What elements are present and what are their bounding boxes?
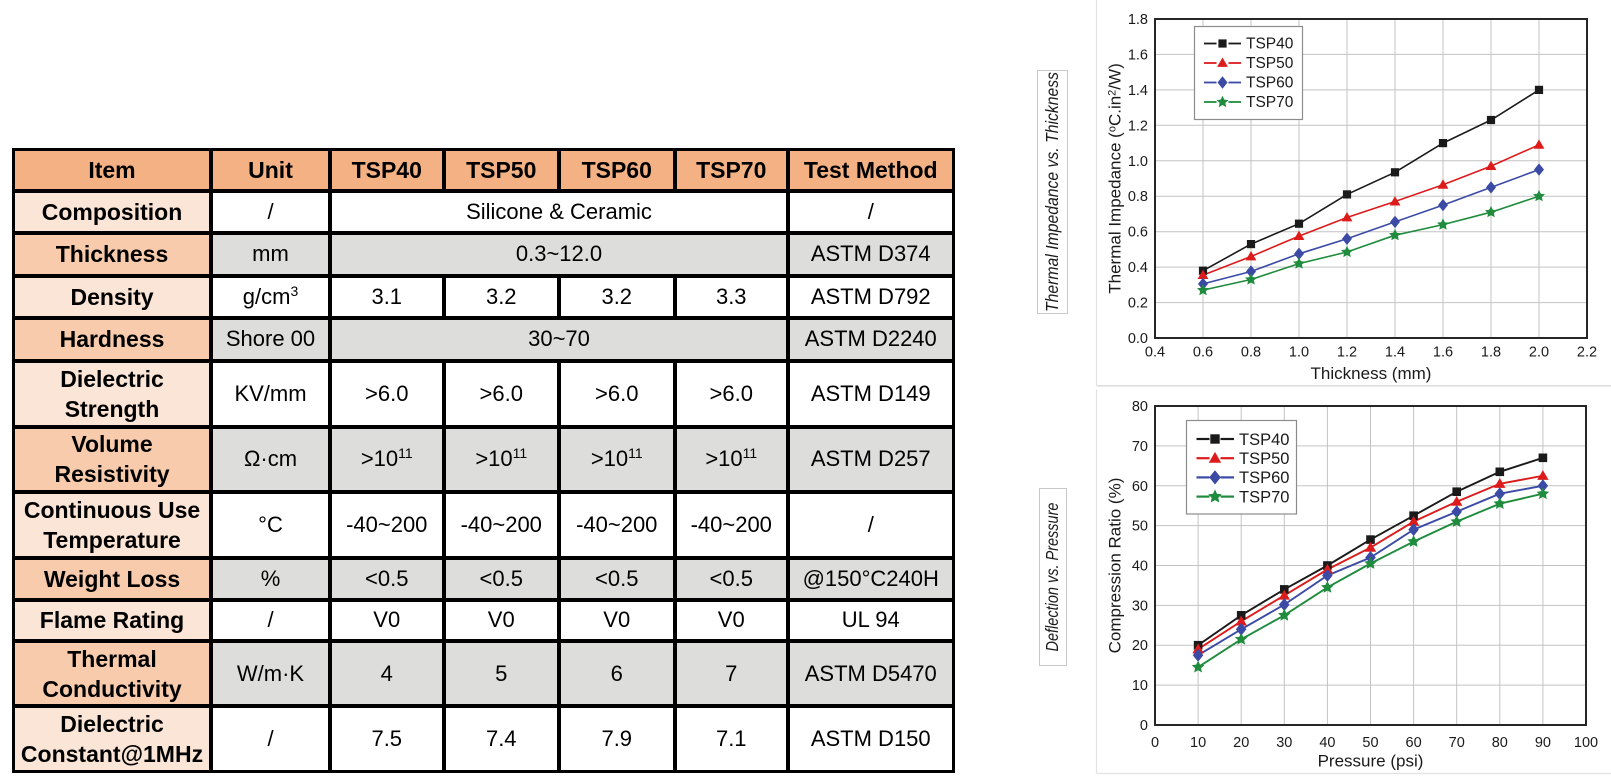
svg-text:100: 100	[1574, 735, 1598, 751]
svg-text:Thermal Impedance (oC.in2/W): Thermal Impedance (oC.in2/W)	[1106, 63, 1125, 294]
svg-text:0.4: 0.4	[1128, 260, 1148, 276]
svg-text:TSP70: TSP70	[1246, 94, 1294, 111]
svg-text:TSP70: TSP70	[1239, 488, 1289, 506]
svg-text:60: 60	[1132, 479, 1148, 495]
svg-text:10: 10	[1190, 735, 1206, 751]
svg-text:70: 70	[1449, 735, 1465, 751]
svg-text:1.2: 1.2	[1128, 118, 1148, 134]
svg-text:0.6: 0.6	[1128, 225, 1148, 241]
svg-text:0.8: 0.8	[1128, 189, 1148, 205]
svg-text:0.2: 0.2	[1128, 296, 1148, 312]
svg-text:TSP40: TSP40	[1246, 36, 1294, 53]
svg-text:TSP40: TSP40	[1239, 431, 1289, 449]
svg-text:60: 60	[1406, 735, 1422, 751]
svg-text:Thickness (mm): Thickness (mm)	[1311, 364, 1432, 383]
svg-text:0.6: 0.6	[1193, 345, 1213, 361]
svg-text:TSP60: TSP60	[1239, 469, 1289, 487]
svg-text:20: 20	[1233, 735, 1249, 751]
svg-text:2.2: 2.2	[1577, 345, 1597, 361]
svg-text:50: 50	[1362, 735, 1378, 751]
svg-text:50: 50	[1132, 519, 1148, 535]
svg-text:1.8: 1.8	[1128, 12, 1148, 28]
svg-text:1.8: 1.8	[1481, 345, 1501, 361]
svg-text:1.6: 1.6	[1433, 345, 1453, 361]
svg-text:1.4: 1.4	[1128, 83, 1148, 99]
svg-text:TSP50: TSP50	[1239, 450, 1289, 468]
svg-text:2.0: 2.0	[1529, 345, 1549, 361]
svg-text:40: 40	[1319, 735, 1335, 751]
svg-text:1.4: 1.4	[1385, 345, 1405, 361]
svg-text:30: 30	[1276, 735, 1292, 751]
svg-text:Thermal Impedance vs. Thicknes: Thermal Impedance vs. Thickness	[1042, 72, 1062, 312]
svg-text:Pressure (psi): Pressure (psi)	[1318, 752, 1424, 771]
svg-text:1.6: 1.6	[1128, 47, 1148, 63]
svg-text:40: 40	[1132, 559, 1148, 575]
svg-text:10: 10	[1132, 678, 1148, 694]
svg-text:0: 0	[1151, 735, 1159, 751]
svg-text:80: 80	[1132, 399, 1148, 415]
svg-text:80: 80	[1492, 735, 1508, 751]
svg-text:30: 30	[1132, 598, 1148, 614]
svg-text:1.0: 1.0	[1289, 345, 1309, 361]
svg-text:TSP60: TSP60	[1246, 75, 1294, 92]
svg-text:70: 70	[1132, 439, 1148, 455]
svg-text:0.4: 0.4	[1145, 345, 1165, 361]
svg-text:0.8: 0.8	[1241, 345, 1261, 361]
svg-text:90: 90	[1535, 735, 1551, 751]
svg-text:20: 20	[1132, 638, 1148, 654]
svg-text:1.2: 1.2	[1337, 345, 1357, 361]
svg-text:0: 0	[1140, 718, 1148, 734]
svg-text:Deflection vs. Pressure: Deflection vs. Pressure	[1042, 502, 1062, 651]
svg-text:1.0: 1.0	[1128, 154, 1148, 170]
svg-text:0.0: 0.0	[1128, 331, 1148, 347]
svg-text:TSP50: TSP50	[1246, 55, 1294, 72]
svg-text:Compression Ratio (%): Compression Ratio (%)	[1106, 478, 1125, 654]
